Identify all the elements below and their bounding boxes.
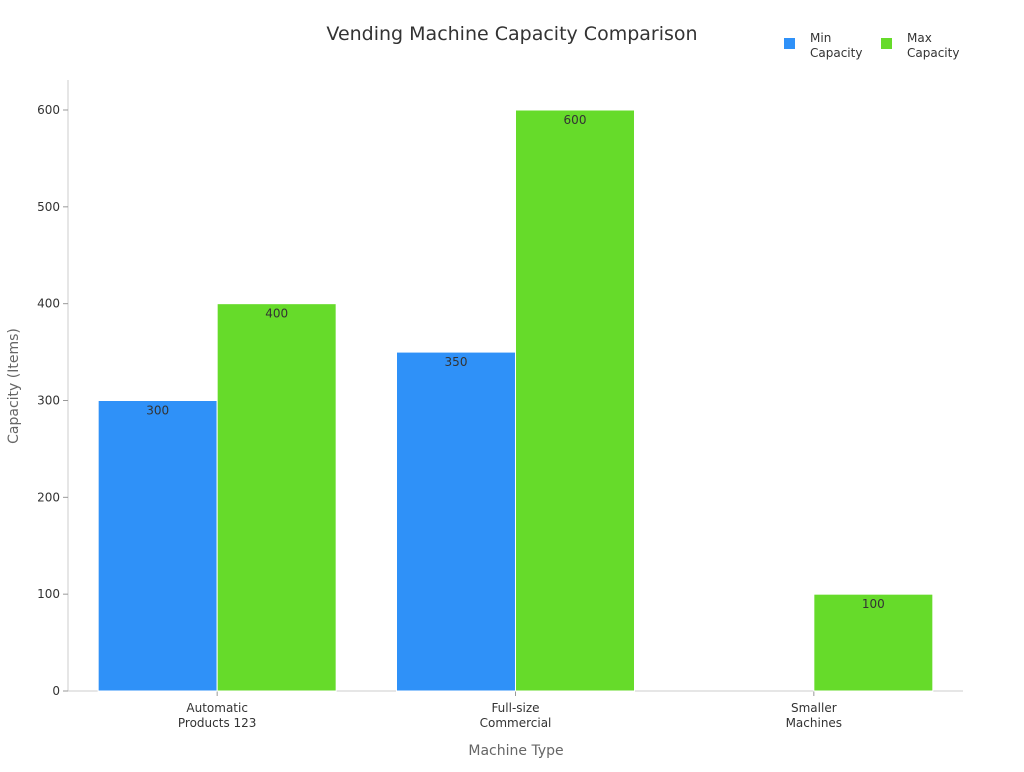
x-axis-label: Machine Type bbox=[468, 743, 563, 759]
legend-swatch bbox=[881, 38, 892, 49]
y-tick-label: 0 bbox=[52, 684, 60, 698]
y-axis-label: Capacity (Items) bbox=[6, 328, 22, 444]
x-tick-label: Commercial bbox=[480, 716, 552, 730]
y-tick-label: 100 bbox=[37, 587, 60, 601]
x-tick-label: Smaller bbox=[791, 701, 837, 715]
legend-label: Capacity bbox=[810, 46, 862, 60]
x-tick-label: Full-size bbox=[491, 701, 539, 715]
data-label: 100 bbox=[862, 597, 885, 611]
bar bbox=[813, 593, 934, 692]
x-tick-label: Machines bbox=[786, 716, 842, 730]
bar bbox=[515, 109, 635, 692]
x-tick-label: Products 123 bbox=[178, 716, 257, 730]
data-label: 350 bbox=[445, 355, 468, 369]
legend-swatch bbox=[784, 38, 795, 49]
data-label: 400 bbox=[265, 307, 288, 321]
legend-label: Min bbox=[810, 31, 831, 45]
bar bbox=[216, 303, 337, 692]
legend-label: Max bbox=[907, 31, 932, 45]
y-tick-label: 600 bbox=[37, 103, 60, 117]
x-tick-label: Automatic bbox=[186, 701, 248, 715]
y-tick-label: 300 bbox=[37, 394, 60, 408]
chart-title: Vending Machine Capacity Comparison bbox=[326, 23, 697, 45]
data-label: 300 bbox=[146, 404, 169, 418]
y-tick-label: 200 bbox=[37, 490, 60, 504]
y-tick-label: 400 bbox=[37, 297, 60, 311]
bar bbox=[396, 351, 516, 692]
y-tick-label: 500 bbox=[37, 200, 60, 214]
bar bbox=[97, 400, 218, 692]
data-label: 600 bbox=[564, 113, 587, 127]
legend-label: Capacity bbox=[907, 46, 959, 60]
